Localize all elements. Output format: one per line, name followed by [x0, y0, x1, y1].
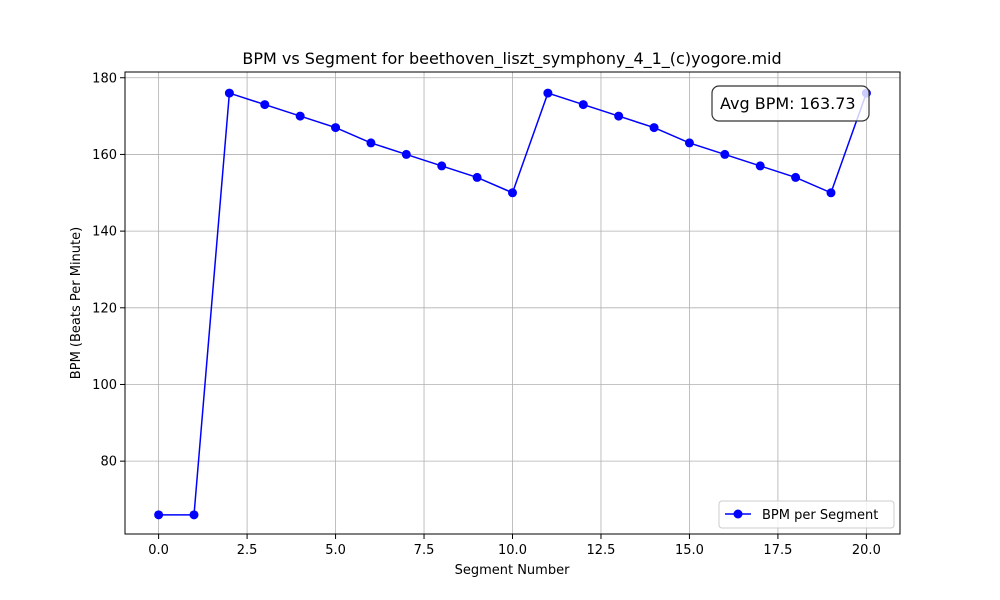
data-point — [508, 188, 517, 198]
y-axis-label: BPM (Beats Per Minute) — [69, 227, 84, 379]
legend-box — [718, 500, 895, 529]
data-point — [401, 149, 411, 159]
y-tick-label: 140 — [92, 225, 117, 240]
x-tick-label: 0.0 — [148, 543, 169, 558]
legend-marker-swatch — [733, 509, 743, 519]
data-point — [295, 111, 305, 121]
x-tick-label: 20.0 — [852, 543, 881, 558]
x-tick-label: 12.5 — [586, 543, 615, 558]
y-tick-label: 120 — [92, 301, 117, 316]
x-tick-label: 17.5 — [763, 543, 792, 558]
x-tick-label: 7.5 — [414, 543, 435, 558]
data-point — [189, 510, 199, 520]
data-point — [543, 88, 553, 98]
y-tick-label: 80 — [100, 455, 117, 470]
annotation-box — [711, 85, 870, 122]
y-axis: 80 100 120 140 160 180 — [92, 71, 125, 470]
y-tick-label: 160 — [92, 148, 117, 163]
legend-entry-label: BPM per Segment — [762, 508, 878, 523]
data-point — [260, 100, 270, 110]
y-tick-label: 100 — [92, 378, 117, 393]
data-point — [154, 510, 164, 520]
data-point — [578, 100, 588, 110]
chart-title: BPM vs Segment for beethoven_liszt_symph… — [242, 49, 781, 69]
data-point — [331, 123, 341, 133]
data-point — [224, 88, 234, 98]
x-axis-label: Segment Number — [455, 563, 571, 578]
x-axis: 0.0 2.5 5.0 7.5 10.0 12.5 15.0 17.5 20.0 — [148, 534, 881, 558]
data-point — [614, 111, 624, 121]
x-tick-label: 10.0 — [498, 543, 527, 558]
data-point — [366, 138, 376, 148]
data-point — [649, 123, 659, 133]
data-point — [826, 188, 836, 198]
data-point — [720, 149, 730, 159]
x-tick-label: 2.5 — [237, 543, 258, 558]
average-bpm-annotation: Avg BPM: 163.73 — [711, 85, 870, 122]
data-point — [437, 161, 447, 171]
annotation-text: Avg BPM: 163.73 — [720, 94, 856, 113]
legend: BPM per Segment — [718, 500, 895, 529]
data-point — [791, 172, 801, 182]
data-point — [684, 138, 694, 148]
data-point — [755, 161, 765, 171]
grid-lines — [125, 72, 900, 534]
data-point — [472, 172, 482, 182]
x-tick-label: 5.0 — [325, 543, 346, 558]
x-tick-label: 15.0 — [675, 543, 704, 558]
y-tick-label: 180 — [92, 71, 117, 86]
